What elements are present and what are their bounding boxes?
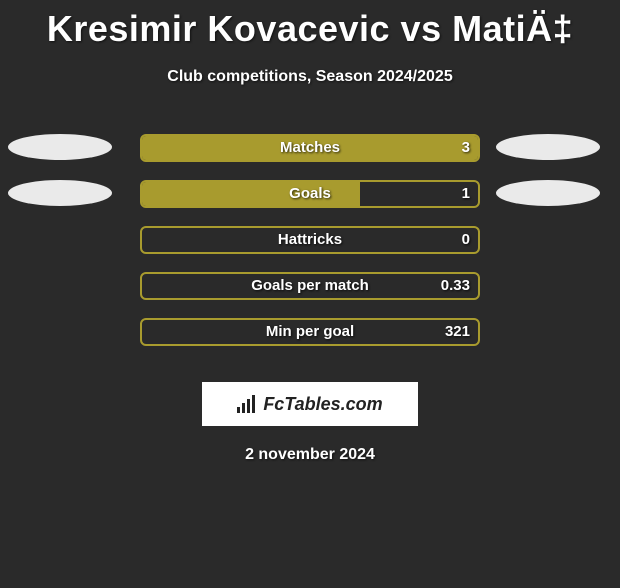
player-left-marker — [8, 134, 112, 160]
stat-bar: Matches3 — [140, 134, 480, 162]
stat-value: 1 — [462, 185, 470, 202]
stat-label: Goals per match — [142, 277, 478, 294]
stat-row: Goals1 — [0, 170, 620, 216]
subtitle: Club competitions, Season 2024/2025 — [0, 68, 620, 86]
player-right-marker — [496, 134, 600, 160]
player-right-marker — [496, 180, 600, 206]
stat-row: Min per goal321 — [0, 308, 620, 354]
page-title: Kresimir Kovacevic vs MatiÄ‡ — [0, 8, 620, 50]
stats-area: Matches3Goals1Hattricks0Goals per match0… — [0, 124, 620, 354]
logo-bars-icon — [237, 395, 259, 413]
logo-text: FcTables.com — [237, 394, 382, 415]
stat-bar: Goals per match0.33 — [140, 272, 480, 300]
stat-bar: Hattricks0 — [140, 226, 480, 254]
stat-row: Goals per match0.33 — [0, 262, 620, 308]
stat-label: Hattricks — [142, 231, 478, 248]
stat-bar: Goals1 — [140, 180, 480, 208]
logo-label: FcTables.com — [263, 394, 382, 415]
logo-box[interactable]: FcTables.com — [202, 382, 418, 426]
stat-value: 321 — [445, 323, 470, 340]
stat-row: Matches3 — [0, 124, 620, 170]
stat-value: 0.33 — [441, 277, 470, 294]
stat-value: 0 — [462, 231, 470, 248]
player-left-marker — [8, 180, 112, 206]
stat-row: Hattricks0 — [0, 216, 620, 262]
date: 2 november 2024 — [0, 446, 620, 464]
stat-label: Min per goal — [142, 323, 478, 340]
stat-bar: Min per goal321 — [140, 318, 480, 346]
stat-bar-fill — [142, 182, 360, 206]
stat-bar-fill — [142, 136, 478, 160]
